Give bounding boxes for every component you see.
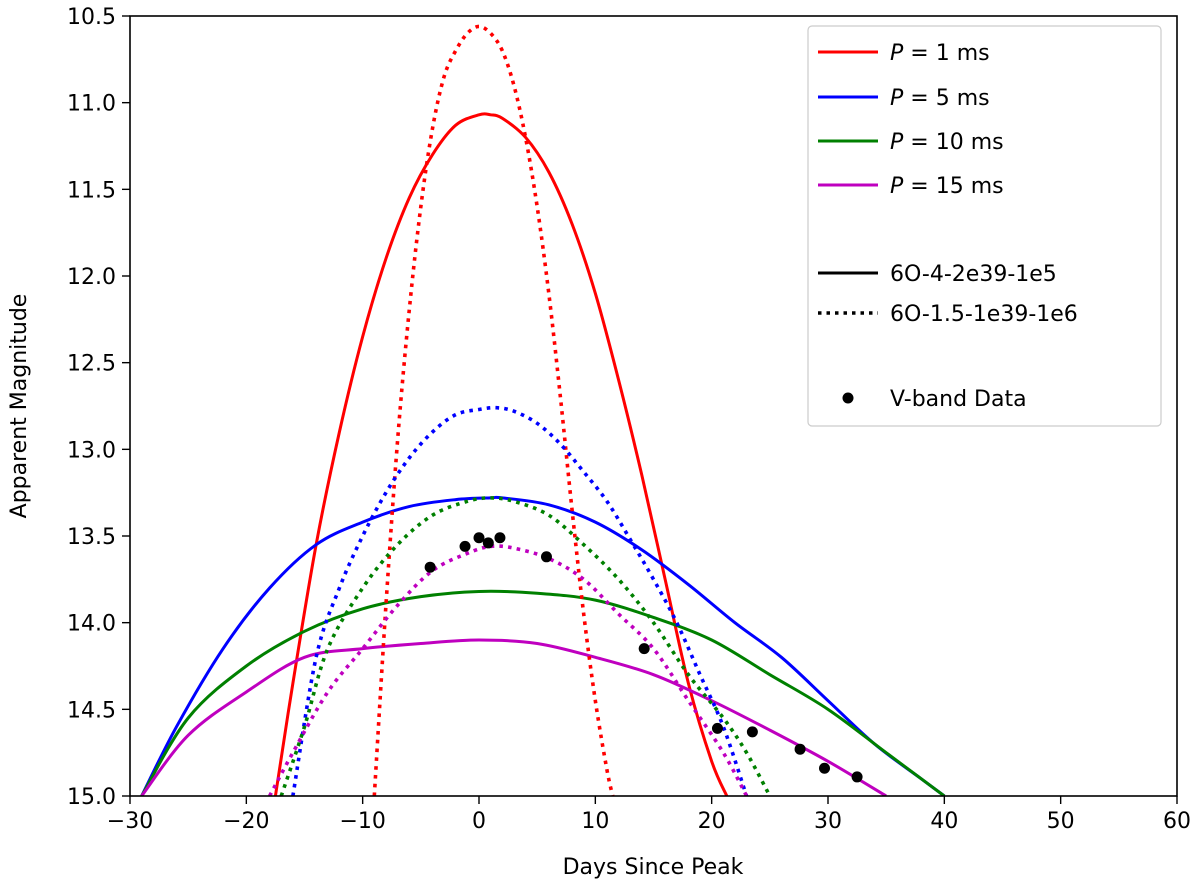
x-tick-label: 20 (698, 809, 726, 834)
x-tick-label: 40 (930, 809, 958, 834)
legend-label-p15: P = 15 ms (890, 174, 1004, 199)
series-line-dotted-p1 (372, 24, 615, 796)
x-axis-label: Days Since Peak (563, 855, 744, 880)
legend: P = 1 ms P = 5 ms P = 10 ms P = 15 ms 6O… (807, 25, 1162, 427)
y-tick-label: 11.0 (67, 92, 116, 117)
data-point (473, 532, 485, 544)
x-tick-label: −20 (223, 809, 269, 834)
plot-frame (129, 15, 1178, 797)
x-tick-label: −10 (339, 809, 385, 834)
data-point (424, 561, 436, 573)
legend-label-solid-model: 6O-4-2e39-1e5 (890, 262, 1057, 287)
y-axis-label: Apparent Magnitude (7, 294, 32, 519)
series-line-dotted-p5 (291, 405, 749, 796)
y-tick-label: 14.0 (67, 612, 116, 637)
data-point (494, 532, 506, 544)
data-points-layer (424, 532, 863, 783)
series-line-solid-p10 (140, 589, 946, 796)
y-axis: 10.5 11.0 11.5 12.0 12.5 13.0 13.5 14.0 14.5 15.0 (67, 5, 130, 810)
data-point (540, 551, 552, 563)
y-tick-label: 10.5 (67, 5, 116, 30)
series-line-solid-p1 (273, 112, 729, 796)
x-tick-label: 30 (814, 809, 842, 834)
y-tick-label: 12.0 (67, 265, 116, 290)
series-line-dotted-p15 (268, 544, 749, 796)
x-tick-label: 60 (1163, 809, 1191, 834)
x-tick-label: 0 (472, 809, 486, 834)
series-line-dotted-p10 (279, 496, 772, 796)
legend-marker-data (842, 392, 854, 404)
y-tick-label: 11.5 (67, 178, 116, 203)
data-point (638, 643, 650, 655)
y-tick-label: 13.5 (67, 525, 116, 550)
legend-label-p10: P = 10 ms (890, 130, 1004, 155)
y-tick-label: 14.5 (67, 698, 116, 723)
legend-label-dotted-model: 6O-1.5-1e39-1e6 (890, 302, 1078, 327)
data-point (794, 743, 806, 755)
x-tick-label: 10 (581, 809, 609, 834)
data-point (819, 762, 831, 774)
data-point (746, 726, 758, 738)
y-tick-label: 12.5 (67, 352, 116, 377)
x-axis: −30 −20 −10 0 10 20 30 40 50 60 (107, 796, 1191, 834)
data-point (482, 537, 494, 549)
legend-label-p1: P = 1 ms (890, 41, 990, 66)
data-point (851, 771, 863, 783)
legend-label-p5: P = 5 ms (890, 86, 990, 111)
y-tick-label: 13.0 (67, 438, 116, 463)
y-tick-label: 15.0 (67, 785, 116, 810)
series-line-solid-p15 (140, 638, 887, 796)
data-point (711, 722, 723, 734)
legend-label-data: V-band Data (890, 387, 1027, 412)
x-tick-label: −30 (107, 809, 153, 834)
legend-box (807, 25, 1162, 427)
data-point (459, 540, 471, 552)
series-layer (140, 24, 946, 796)
x-tick-label: 50 (1047, 809, 1075, 834)
